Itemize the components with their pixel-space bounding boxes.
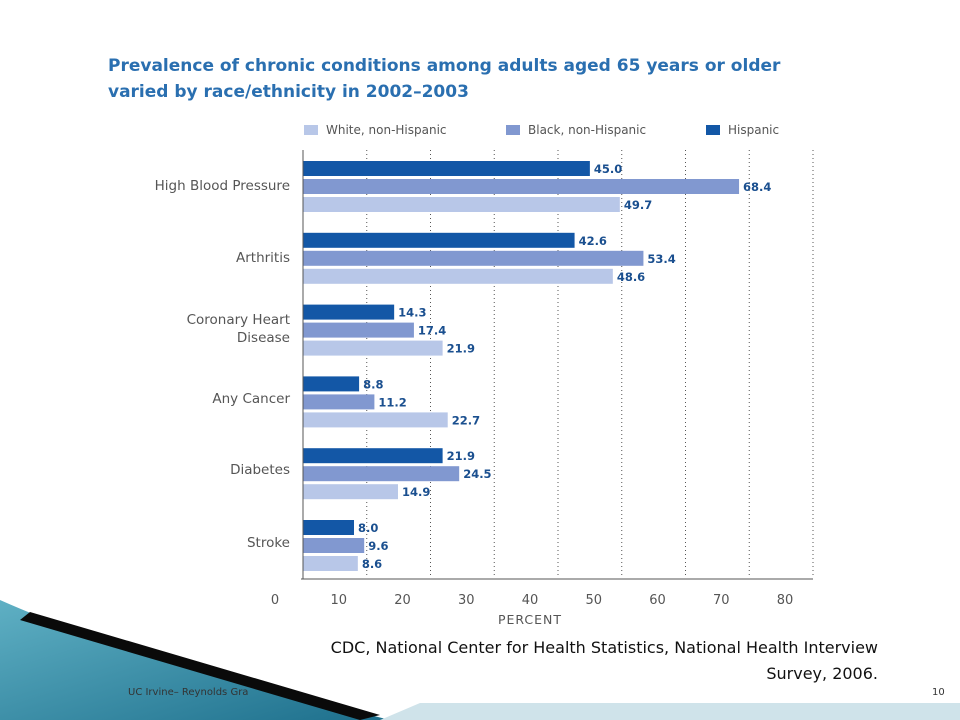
category-label-diabetes: Diabetes bbox=[230, 461, 290, 479]
x-tick-label: 0 bbox=[271, 593, 279, 608]
chart-title-line1: Prevalence of chronic conditions among a… bbox=[108, 56, 781, 76]
data-label: 8.8 bbox=[363, 377, 383, 391]
data-label: 48.6 bbox=[617, 270, 645, 284]
category-label-line1: Diabetes bbox=[230, 462, 290, 478]
category-label-line2: Disease bbox=[236, 330, 290, 346]
data-label: 22.7 bbox=[452, 413, 480, 427]
bar-black-non-hispanic-5 bbox=[303, 538, 365, 553]
chart-title-line2: varied by race/ethnicity in 2002–2003 bbox=[108, 82, 469, 102]
bar-white-non-hispanic-2 bbox=[303, 340, 443, 356]
x-tick-label: 60 bbox=[649, 593, 666, 608]
data-label: 14.3 bbox=[398, 306, 426, 320]
bar-hispanic-1 bbox=[303, 232, 575, 248]
bar-white-non-hispanic-0 bbox=[303, 197, 620, 212]
x-tick-label: 30 bbox=[458, 593, 475, 608]
data-label: 45.0 bbox=[594, 162, 622, 176]
data-label: 21.9 bbox=[447, 342, 475, 356]
data-label: 53.4 bbox=[647, 252, 675, 266]
bar-white-non-hispanic-4 bbox=[303, 484, 398, 500]
category-label-line1: Any Cancer bbox=[212, 391, 290, 407]
legend-entry-hispanic: Hispanic bbox=[706, 122, 779, 138]
category-label-arthritis: Arthritis bbox=[236, 249, 290, 267]
legend-label-hispanic: Hispanic bbox=[728, 123, 780, 137]
category-label-high-blood-pressure: High Blood Pressure bbox=[155, 177, 290, 195]
category-label-line1: Stroke bbox=[246, 535, 290, 551]
footer-text: UC Irvine– Reynolds Gra bbox=[128, 687, 249, 698]
data-label: 68.4 bbox=[743, 180, 771, 194]
legend-swatch-hispanic bbox=[706, 125, 720, 135]
legend-label-white: White, non-Hispanic bbox=[326, 123, 447, 137]
data-label: 11.2 bbox=[378, 395, 406, 409]
bar-black-non-hispanic-0 bbox=[303, 179, 740, 194]
x-tick-label: 40 bbox=[522, 593, 539, 608]
bar-hispanic-3 bbox=[303, 376, 360, 392]
x-tick-label: 10 bbox=[330, 593, 347, 608]
bar-hispanic-2 bbox=[303, 304, 395, 320]
legend-label-black: Black, non-Hispanic bbox=[528, 123, 647, 137]
data-label: 49.7 bbox=[624, 198, 652, 212]
x-axis-label: PERCENT bbox=[498, 612, 562, 627]
category-label-stroke: Stroke bbox=[247, 534, 290, 552]
bar-hispanic-5 bbox=[303, 520, 354, 535]
legend-swatch-black bbox=[506, 125, 520, 135]
data-label: 17.4 bbox=[418, 324, 446, 338]
x-tick-label: 50 bbox=[585, 593, 602, 608]
bar-white-non-hispanic-5 bbox=[303, 556, 358, 571]
data-label: 14.9 bbox=[402, 485, 430, 499]
source-line2: Survey, 2006. bbox=[766, 664, 878, 683]
x-tick-label: 70 bbox=[713, 593, 730, 608]
page-number: 10 bbox=[932, 687, 945, 698]
bar-black-non-hispanic-2 bbox=[303, 322, 414, 338]
data-label: 8.0 bbox=[358, 521, 378, 535]
bar-white-non-hispanic-3 bbox=[303, 412, 448, 428]
data-label: 24.5 bbox=[463, 467, 491, 481]
data-label: 21.9 bbox=[447, 449, 475, 463]
legend-swatch-white bbox=[304, 125, 318, 135]
bar-hispanic-0 bbox=[303, 161, 590, 176]
category-label-coronary-heart-disease: Coronary Heart Disease bbox=[187, 311, 290, 347]
bar-white-non-hispanic-1 bbox=[303, 268, 613, 284]
legend-entry-white: White, non-Hispanic bbox=[304, 122, 447, 138]
data-label: 9.6 bbox=[368, 539, 388, 553]
bar-black-non-hispanic-3 bbox=[303, 394, 375, 410]
bar-hispanic-4 bbox=[303, 448, 443, 464]
x-tick-label: 80 bbox=[777, 593, 794, 608]
legend-entry-black: Black, non-Hispanic bbox=[506, 122, 646, 138]
data-label: 42.6 bbox=[579, 234, 607, 248]
category-label-line1: Arthritis bbox=[235, 250, 290, 266]
category-label-line1: Coronary Heart bbox=[186, 312, 290, 328]
source-line1: CDC, National Center for Health Statisti… bbox=[330, 638, 878, 657]
bar-black-non-hispanic-4 bbox=[303, 466, 460, 482]
bar-black-non-hispanic-1 bbox=[303, 250, 644, 266]
category-label-any-cancer: Any Cancer bbox=[212, 390, 290, 408]
data-label: 8.6 bbox=[362, 557, 382, 571]
category-label-line1: High Blood Pressure bbox=[154, 178, 290, 194]
x-tick-label: 20 bbox=[394, 593, 411, 608]
